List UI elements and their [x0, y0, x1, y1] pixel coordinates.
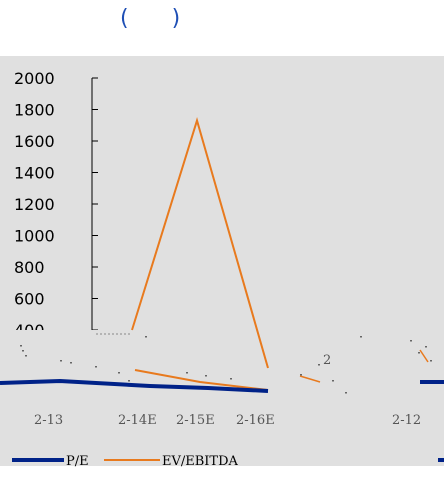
artifact-dot — [205, 375, 207, 377]
annotation-label: 2 — [323, 353, 331, 368]
chart-title: ( ) — [120, 6, 199, 31]
artifact-dot — [425, 346, 427, 348]
artifact-dot — [25, 355, 27, 357]
y-tick-label: 600 — [14, 290, 45, 309]
scan-artifacts — [0, 330, 444, 394]
plot-background — [0, 56, 444, 466]
artifact-dot — [118, 372, 120, 374]
artifact-dot — [145, 336, 147, 338]
x-tick-label: 2-16E — [236, 413, 275, 428]
artifact-dot — [430, 360, 432, 362]
legend: P/E EV/EBITDA — [12, 454, 444, 469]
artifact-dot — [186, 372, 188, 374]
artifact-dot — [300, 374, 302, 376]
artifact-dot — [345, 392, 347, 394]
x-tick-label: 2-15E — [176, 413, 215, 428]
y-tick-label: 800 — [14, 258, 45, 277]
series-line-pe — [0, 378, 269, 393]
artifact-dot — [20, 345, 22, 347]
x-tick-labels: 2-13 2-14E 2-15E 2-16E 2-12 — [34, 413, 421, 428]
x-tick-label: 2-12 — [392, 413, 421, 428]
x-tick-label: 2-13 — [34, 413, 63, 428]
artifact-dot — [128, 380, 130, 382]
ev-fragment — [419, 349, 429, 363]
artifact-dot — [70, 362, 72, 364]
y-tick-label: 1800 — [14, 101, 55, 120]
y-tick-label: 2000 — [14, 69, 55, 88]
artifact-dot — [418, 352, 420, 354]
y-tick-label: 1400 — [14, 164, 55, 183]
artifact-dot — [60, 360, 62, 362]
series-lines: 2 — [0, 117, 444, 393]
artifact-band — [0, 330, 444, 370]
series-line-ev-ebitda-lower — [134, 369, 269, 391]
artifact-dot — [230, 378, 232, 380]
artifact-dot — [318, 364, 320, 366]
artifact-dot — [410, 340, 412, 342]
legend-label-ev: EV/EBITDA — [162, 454, 239, 469]
y-tick-label: 1200 — [14, 195, 55, 214]
artifact-dot — [95, 366, 97, 368]
legend-label-pe: P/E — [66, 454, 89, 469]
y-tick-labels: 200018001600140012001000800600400 — [14, 69, 55, 340]
y-tick-label: 1000 — [14, 227, 55, 246]
ev-fragment — [299, 375, 321, 383]
artifact-dot — [22, 350, 24, 352]
x-tick-label: 2-14E — [118, 413, 157, 428]
artifact-dot — [332, 380, 334, 382]
y-tick-label: 1600 — [14, 132, 55, 151]
artifact-dot — [360, 336, 362, 338]
series-line-ev-ebitda — [131, 117, 269, 369]
